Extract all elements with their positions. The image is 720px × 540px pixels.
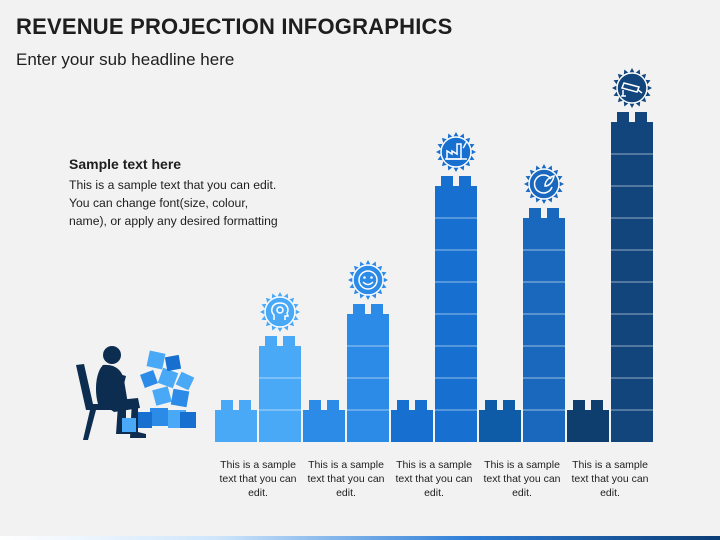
factory-icon	[436, 132, 476, 172]
pile-block	[175, 371, 195, 391]
base-block	[215, 400, 257, 442]
block-stack	[523, 208, 565, 442]
pile-block	[140, 370, 158, 388]
base-block	[479, 400, 521, 442]
pile-block	[157, 367, 179, 389]
pile-block	[180, 412, 196, 428]
sample-text-block: Sample text here This is a sample text t…	[69, 156, 279, 230]
caption-step-4: This is a sample text that you can edit.	[483, 459, 561, 499]
pile-block	[152, 386, 172, 406]
tower-step-2	[303, 260, 389, 442]
sample-text-heading: Sample text here	[69, 156, 182, 172]
sample-text-body: This is a sample text that you can edit.…	[69, 178, 278, 228]
tower-step-3	[391, 132, 477, 442]
page-subtitle: Enter your sub headline here	[16, 50, 235, 69]
pile-block	[138, 412, 152, 428]
block-pile	[122, 350, 196, 432]
security-camera-icon	[612, 68, 652, 108]
tower-step-1	[215, 292, 301, 442]
pile-block	[170, 388, 190, 408]
pile-block	[146, 350, 166, 370]
tower-group	[215, 68, 653, 442]
smiley-face-icon	[348, 260, 388, 300]
caption-step-5: This is a sample text that you can edit.	[571, 459, 649, 499]
head-gear-icon	[260, 292, 300, 332]
tower-step-5	[567, 68, 653, 442]
base-block	[303, 400, 345, 442]
pile-block	[164, 354, 182, 372]
block-stack	[435, 176, 477, 442]
bottom-accent-bar	[0, 536, 720, 540]
globe-leaf-icon	[524, 164, 564, 204]
block-stack	[347, 304, 389, 442]
caption-step-1: This is a sample text that you can edit.	[219, 459, 297, 499]
block-stack	[259, 336, 301, 442]
tower-step-4	[479, 164, 565, 442]
caption-step-2: This is a sample text that you can edit.	[307, 459, 385, 499]
base-block	[567, 400, 609, 442]
pile-block	[122, 418, 136, 432]
chair	[76, 364, 128, 440]
block-stack	[611, 112, 653, 442]
pile-block	[150, 408, 168, 426]
caption-step-3: This is a sample text that you can edit.	[395, 459, 473, 499]
page-title: REVENUE PROJECTION INFOGRAPHICS	[16, 14, 453, 39]
base-block	[391, 400, 433, 442]
